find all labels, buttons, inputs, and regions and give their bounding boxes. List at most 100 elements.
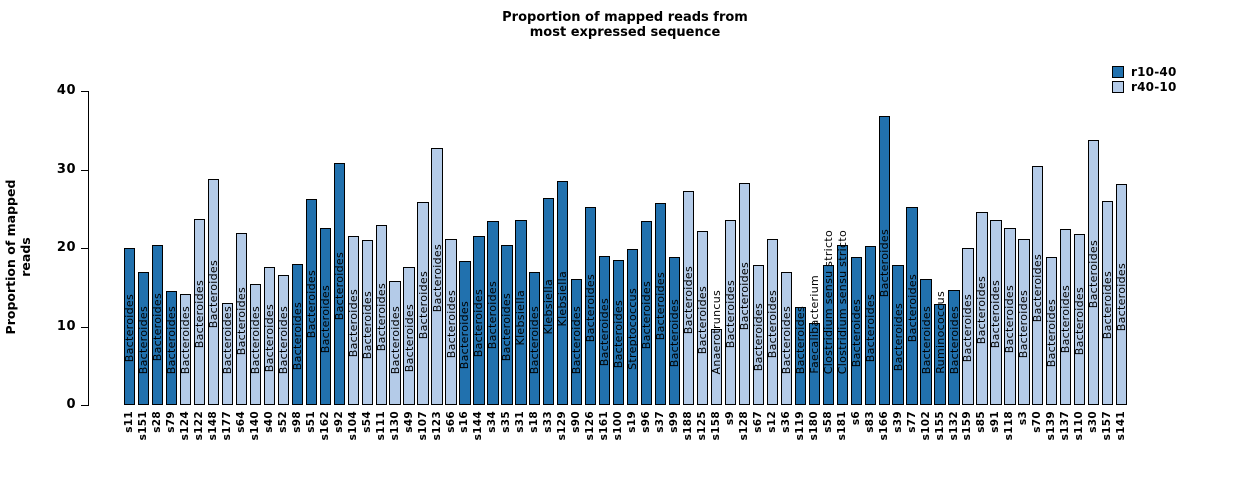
genus-label: Bacteroides bbox=[751, 303, 765, 372]
y-tick bbox=[81, 91, 88, 92]
genus-label: Klebsiella bbox=[542, 278, 556, 335]
bar-s107: Bacteroides bbox=[417, 201, 430, 405]
x-tick-label-s66: s66 bbox=[444, 411, 457, 433]
genus-label: Bacteroides bbox=[849, 299, 863, 368]
bar-s6: Bacteroides bbox=[849, 257, 863, 405]
plot-area: Bacteroides Bacteroides Bacteroides Bactero… bbox=[123, 91, 1129, 405]
genus-label: Anaerotruncus bbox=[709, 289, 723, 374]
x-tick-label-s34: s34 bbox=[486, 411, 499, 433]
genus-label: Bacteroides bbox=[1073, 287, 1087, 356]
genus-label: Bacteroides bbox=[723, 280, 737, 349]
genus-label: Bacteroides bbox=[444, 289, 458, 358]
x-tick-label-s83: s83 bbox=[863, 411, 876, 433]
bar-s58: Clostridium sensu stricto bbox=[822, 230, 835, 405]
genus-label: Bacteroides bbox=[220, 305, 234, 374]
x-tick-label-s58: s58 bbox=[821, 411, 834, 433]
x-tick-label-s70: s70 bbox=[1031, 411, 1044, 433]
bar-s49: Bacteroides bbox=[403, 266, 416, 405]
x-tick-label-s3: s3 bbox=[1017, 411, 1030, 426]
genus-label: Bacteroides bbox=[793, 305, 807, 374]
bar-s30: Bacteroides bbox=[1087, 139, 1101, 405]
x-tick-label-s104: s104 bbox=[346, 411, 359, 441]
bar-s12: Bacteroides bbox=[766, 239, 779, 405]
x-tick-label-s180: s180 bbox=[807, 411, 820, 441]
x-tick-label-s30: s30 bbox=[1087, 411, 1100, 433]
bar-s99: Bacteroides bbox=[668, 257, 681, 405]
x-tick-label-s91: s91 bbox=[989, 411, 1002, 433]
bar-s110: Bacteroides bbox=[1073, 233, 1087, 405]
x-tick-label-s77: s77 bbox=[905, 411, 918, 433]
genus-label: Bacteroides bbox=[528, 305, 542, 374]
genus-label: Bacteroides bbox=[640, 280, 654, 349]
bar-s64: Bacteroides bbox=[235, 233, 248, 405]
x-tick-label-s11: s11 bbox=[123, 411, 136, 433]
x-tick-label-s107: s107 bbox=[416, 411, 429, 441]
y-tick bbox=[81, 326, 88, 328]
x-tick-label-s100: s100 bbox=[612, 411, 625, 441]
legend-swatch-light bbox=[1112, 81, 1124, 93]
x-tick-label-s85: s85 bbox=[975, 411, 988, 433]
bar-s144: Bacteroides bbox=[472, 236, 485, 405]
x-tick-label-s148: s148 bbox=[206, 411, 219, 441]
genus-label: Bacteroides bbox=[1087, 240, 1101, 309]
bar-s34: Bacteroides bbox=[486, 220, 500, 405]
chart-title: Proportion of mapped reads from most exp… bbox=[0, 10, 1238, 40]
bar-s162: Bacteroides bbox=[319, 228, 332, 405]
genus-label: Bacteroides bbox=[374, 283, 388, 352]
bar-s18: Bacteroides bbox=[528, 272, 542, 405]
bar-s118: Bacteroides bbox=[1003, 228, 1016, 405]
genus-label: Bacteroides bbox=[360, 290, 374, 359]
legend-label: r40-10 bbox=[1131, 80, 1177, 94]
x-tick-label-s110: s110 bbox=[1073, 411, 1086, 441]
genus-label: Bacteroides bbox=[682, 265, 696, 335]
x-tick-label-s177: s177 bbox=[220, 411, 233, 441]
genus-label: Bacteroides bbox=[570, 305, 584, 374]
x-tick-label-s126: s126 bbox=[584, 411, 597, 441]
bar-s123: Bacteroides bbox=[431, 147, 444, 405]
genus-label: Bacteroides bbox=[179, 305, 193, 374]
bar-s35: Bacteroides bbox=[500, 244, 513, 405]
genus-label: Bacteroides bbox=[276, 305, 290, 374]
bar-s151: Bacteroides bbox=[137, 271, 150, 405]
x-tick-label-s92: s92 bbox=[332, 411, 345, 433]
x-tick-label-s18: s18 bbox=[528, 411, 541, 433]
genus-label: Bacteroides bbox=[1031, 253, 1045, 322]
genus-label: Bacteroides bbox=[598, 298, 612, 367]
genus-label: Bacteroides bbox=[388, 305, 402, 374]
genus-label: Faecalibacterium bbox=[807, 275, 821, 374]
bar-s52: Bacteroides bbox=[276, 275, 290, 405]
genus-label: Bacteroides bbox=[248, 305, 262, 374]
genus-label: Bacteroides bbox=[193, 279, 206, 349]
x-tick-label-s111: s111 bbox=[374, 411, 387, 441]
y-tick-label: 0 bbox=[66, 397, 76, 412]
bar-s166: Bacteroides bbox=[878, 116, 891, 405]
x-tick-label-s124: s124 bbox=[179, 411, 192, 441]
x-tick-label-s49: s49 bbox=[402, 411, 415, 433]
bar-s141: Bacteroides bbox=[1115, 184, 1128, 405]
genus-label: Bacteroides bbox=[863, 293, 877, 362]
x-tick-label-s166: s166 bbox=[877, 411, 890, 441]
genus-label: Clostridium sensu stricto bbox=[835, 229, 849, 374]
x-tick-label-s64: s64 bbox=[234, 411, 247, 433]
bar-s119: Bacteroides bbox=[793, 305, 807, 405]
bar-s83: Bacteroides bbox=[863, 246, 877, 405]
bar-s16: Bacteroides bbox=[458, 261, 471, 405]
genus-label: Bacteroides bbox=[905, 274, 919, 343]
x-tick-label-s151: s151 bbox=[137, 411, 150, 441]
bar-s40: Bacteroides bbox=[263, 266, 276, 405]
chart-title-line2: most expressed sequence bbox=[529, 25, 721, 40]
genus-label: Bacteroides bbox=[919, 305, 933, 374]
x-tick-label-s161: s161 bbox=[598, 411, 611, 441]
x-tick-label-s102: s102 bbox=[919, 411, 932, 441]
x-tick-label-s137: s137 bbox=[1059, 411, 1072, 441]
x-tick-label-s37: s37 bbox=[654, 411, 667, 433]
x-tick-label-s98: s98 bbox=[290, 411, 303, 433]
genus-label: Ruminococcus bbox=[933, 291, 947, 374]
bar-s124: Bacteroides bbox=[179, 293, 193, 405]
genus-label: Bacteroides bbox=[486, 280, 500, 349]
bar-s70: Bacteroides bbox=[1031, 166, 1045, 405]
genus-label: Bacteroides bbox=[947, 305, 961, 374]
y-tick-label: 30 bbox=[56, 161, 76, 177]
genus-label: Bacteroides bbox=[989, 280, 1003, 349]
legend-item-r10-40: r10-40 bbox=[1112, 65, 1177, 79]
